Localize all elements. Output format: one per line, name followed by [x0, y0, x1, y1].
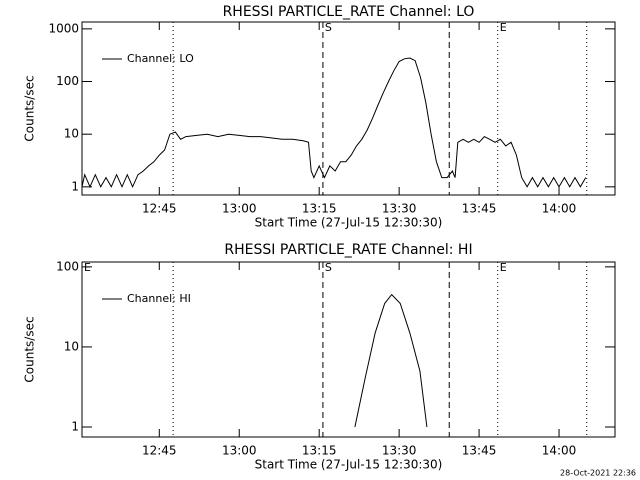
- plot-frame: [81, 261, 616, 438]
- plot-frame: [81, 21, 616, 196]
- x-tick-label: 13:00: [222, 202, 257, 216]
- y-tick-label: 10: [64, 127, 79, 141]
- legend-label: Channel: HI: [127, 292, 191, 305]
- marker-label: E: [500, 261, 507, 274]
- y-axis-title: Counts/sec: [23, 316, 37, 382]
- x-tick-label: 13:45: [462, 202, 497, 216]
- chart-title: RHESSI PARTICLE_RATE Channel: LO: [223, 4, 475, 20]
- y-axis-title: Counts/sec: [23, 75, 37, 141]
- y-tick-label: 100: [56, 74, 79, 88]
- x-tick-label: 14:00: [542, 202, 577, 216]
- x-axis-title: Start Time (27-Jul-15 12:30:30): [255, 216, 443, 230]
- x-tick-label: 13:30: [382, 444, 417, 458]
- x-tick-label: 13:15: [302, 202, 337, 216]
- y-tick-label: 1: [71, 179, 79, 193]
- marker-label: S: [325, 261, 332, 274]
- x-tick-label: 13:45: [462, 444, 497, 458]
- marker-label: E: [84, 261, 91, 274]
- marker-label: E: [500, 21, 507, 34]
- y-tick-label: 1000: [48, 21, 79, 35]
- y-tick-label: 1: [71, 419, 79, 433]
- x-tick-label: 13:00: [222, 444, 257, 458]
- data-line: [82, 57, 587, 189]
- x-tick-label: 12:45: [142, 444, 177, 458]
- marker-label: S: [325, 21, 332, 34]
- data-line: [354, 293, 428, 428]
- x-tick-label: 14:00: [542, 444, 577, 458]
- y-tick-label: 100: [56, 259, 79, 273]
- x-tick-label: 13:15: [302, 444, 337, 458]
- x-axis-title: Start Time (27-Jul-15 12:30:30): [255, 458, 443, 472]
- y-tick-label: 10: [64, 339, 79, 353]
- legend-label: Channel: LO: [127, 52, 194, 65]
- footer: 28-Oct-2021 22:36: [560, 469, 636, 478]
- x-tick-label: 13:30: [382, 202, 417, 216]
- x-tick-label: 12:45: [142, 202, 177, 216]
- chart-title: RHESSI PARTICLE_RATE Channel: HI: [224, 242, 472, 258]
